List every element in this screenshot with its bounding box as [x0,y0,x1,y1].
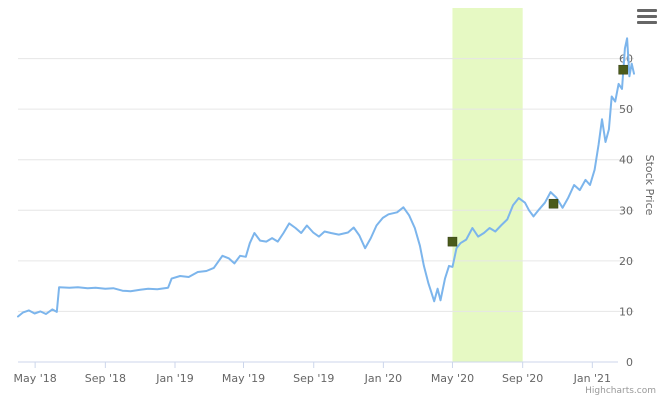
credits-link[interactable]: Highcharts.com [585,386,656,396]
x-tick-label: May '18 [13,372,56,385]
x-tick-label: Sep '18 [85,372,126,385]
event-marker[interactable] [447,236,458,247]
y-tick-label: 0 [626,356,633,369]
highlight-bands [452,8,523,362]
hamburger-icon [637,9,657,12]
y-tick-label: 50 [619,103,633,116]
y-tick-label: 20 [619,255,633,268]
y-tick-label: 30 [619,204,633,217]
x-tick-label: Jan '21 [573,372,611,385]
x-tick-label: Sep '19 [293,372,334,385]
series-group [17,37,635,318]
x-tick-label: Sep '20 [502,372,543,385]
markers-group [447,64,628,247]
x-tick-label: May '19 [222,372,265,385]
event-marker[interactable] [548,198,559,209]
y-tick-label: 40 [619,154,633,167]
x-tick-label: Jan '20 [364,372,402,385]
x-axis-ticks: May '18 Sep '18 Jan '19 May '19 Sep '19 Jan '… [13,362,611,385]
x-tick-label: Jan '19 [155,372,193,385]
event-marker[interactable] [618,64,628,75]
stock-price-line[interactable] [17,37,635,318]
highlight-band [452,8,523,362]
x-tick-label: May '20 [431,372,474,385]
y-axis-title: Stock Price [643,155,656,216]
chart-menu-button[interactable] [637,9,657,27]
y-gridlines [18,58,634,312]
y-tick-label: 10 [619,305,633,318]
